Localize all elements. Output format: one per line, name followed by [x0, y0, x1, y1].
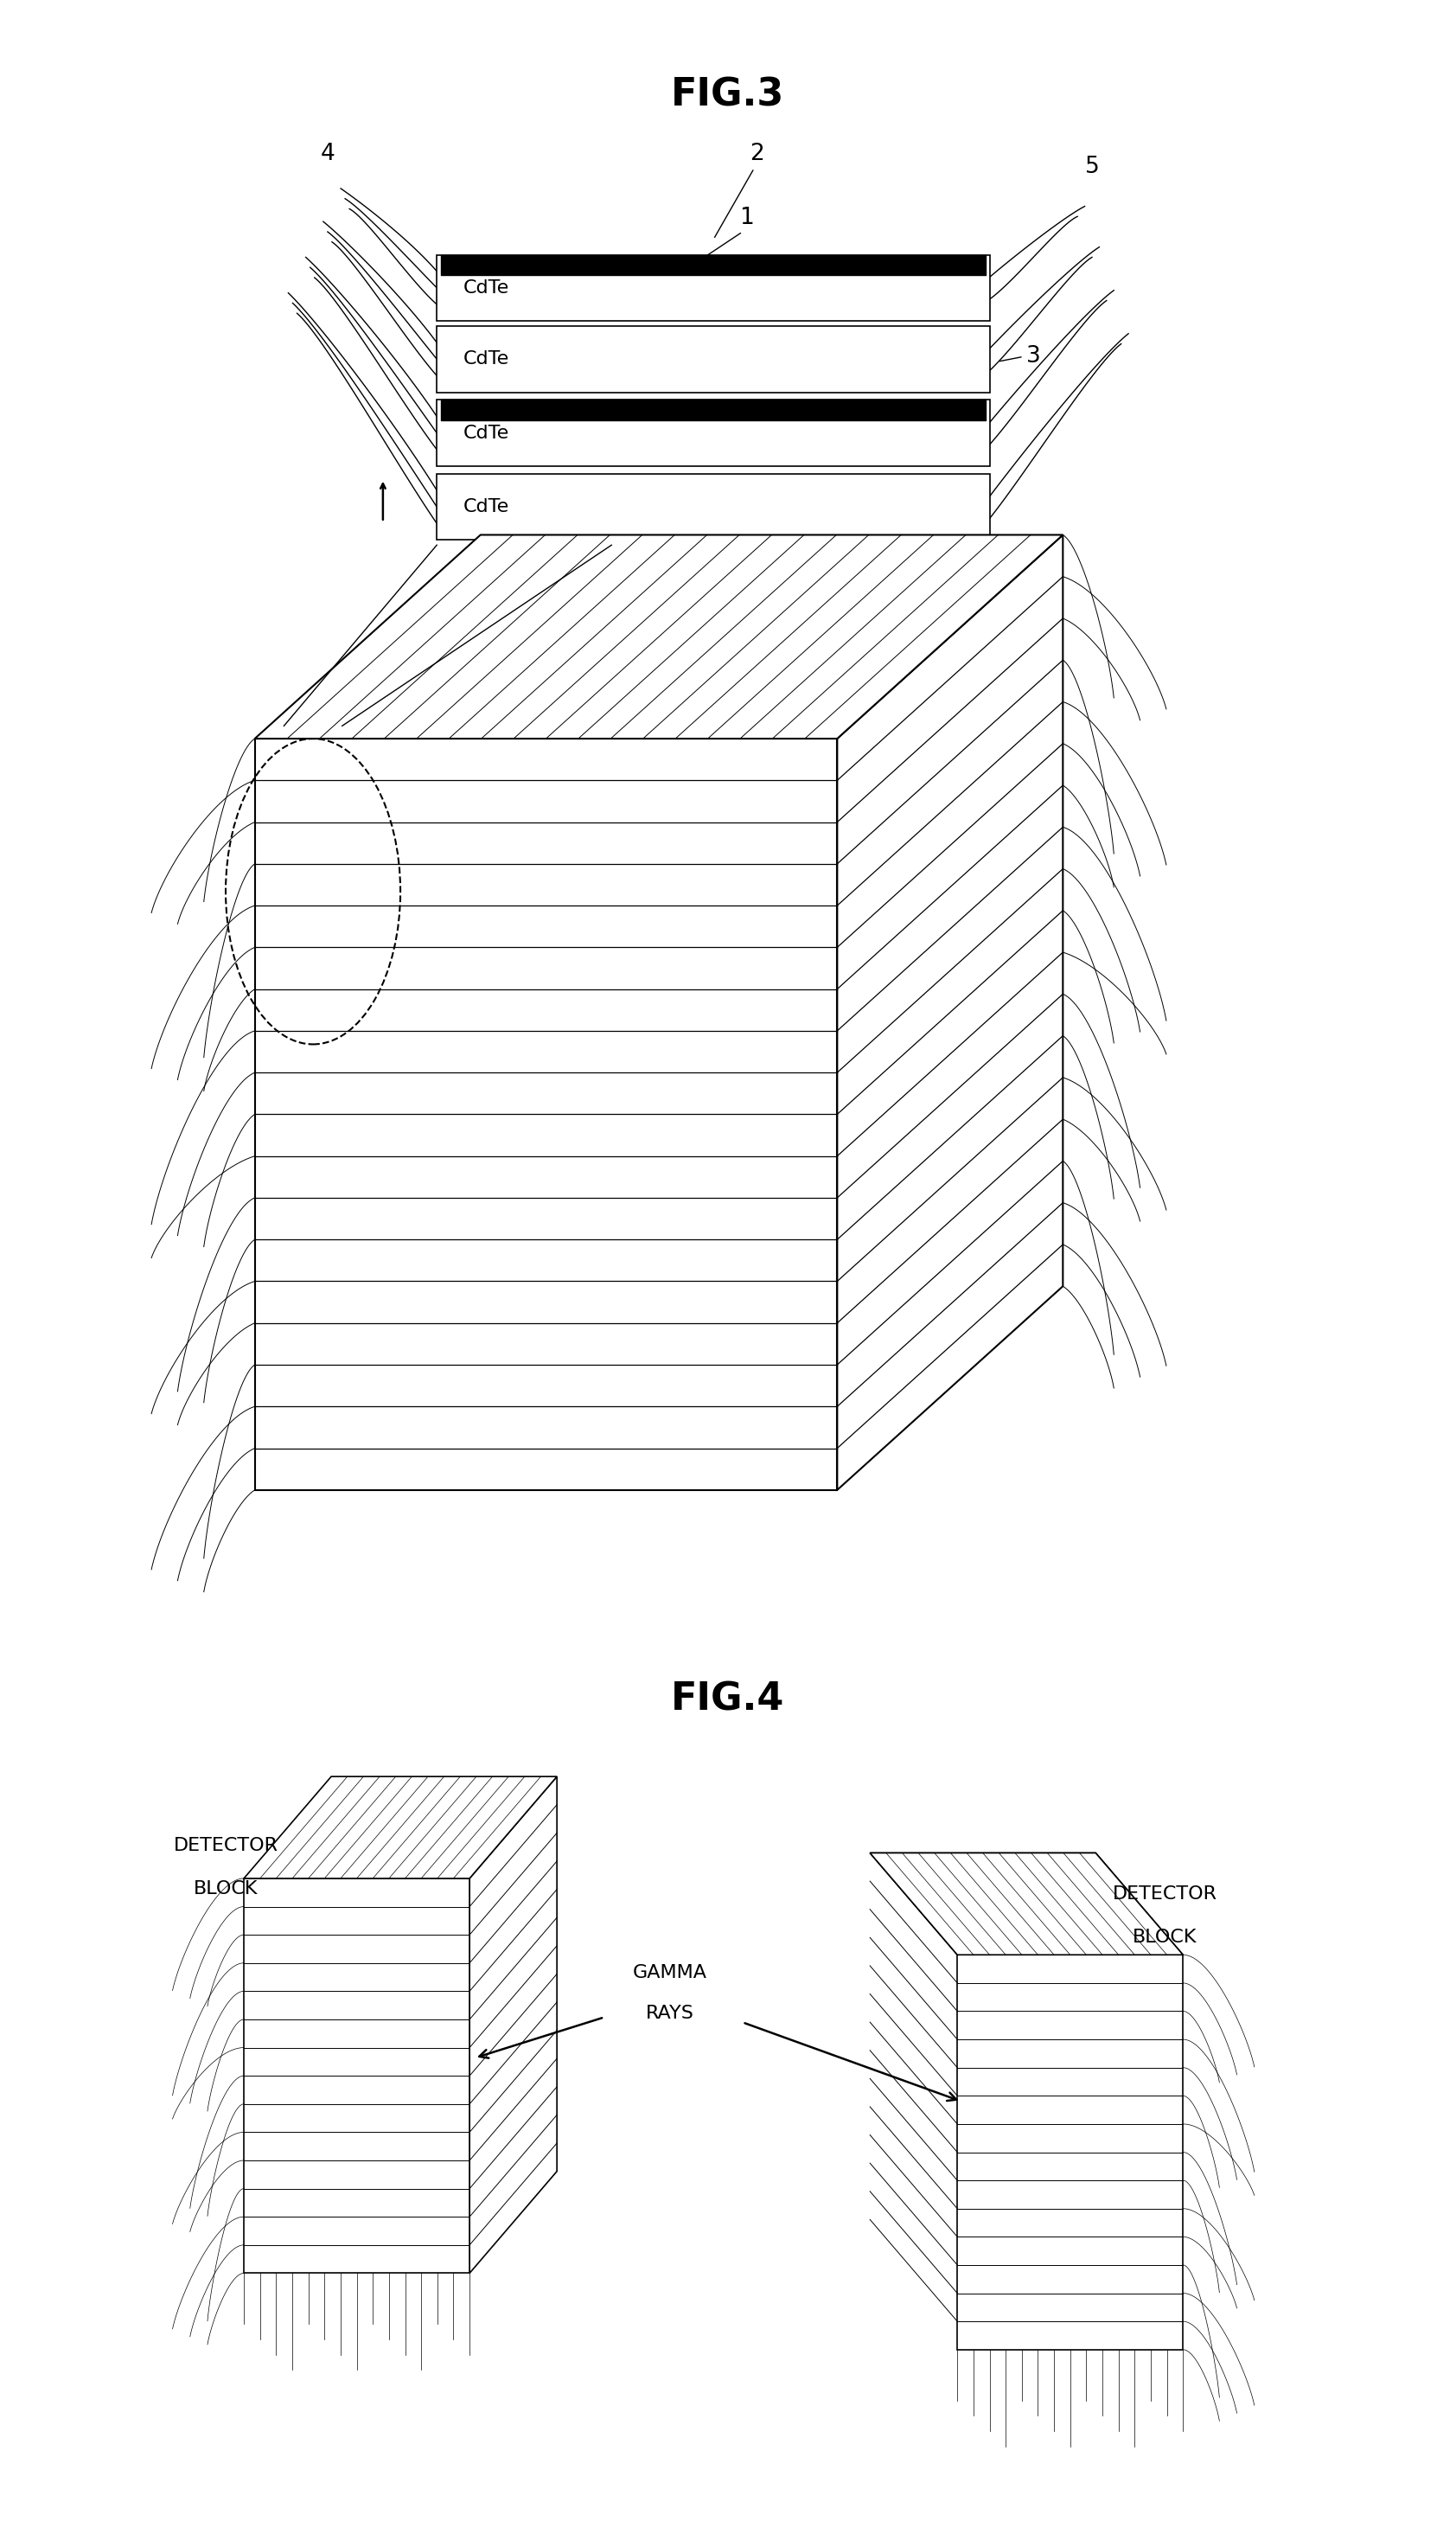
Text: RAYS: RAYS — [645, 2004, 695, 2022]
Polygon shape — [245, 1778, 556, 1880]
Text: 3: 3 — [1026, 346, 1041, 367]
Polygon shape — [437, 255, 990, 321]
Text: CdTe: CdTe — [463, 425, 510, 441]
Polygon shape — [437, 326, 990, 392]
Text: 2: 2 — [750, 143, 764, 166]
Polygon shape — [437, 400, 990, 466]
Polygon shape — [437, 474, 990, 540]
Polygon shape — [469, 1778, 556, 2272]
Text: FIG.3: FIG.3 — [671, 76, 785, 115]
Text: CdTe: CdTe — [463, 351, 510, 367]
Text: CdTe: CdTe — [463, 280, 510, 295]
Text: BLOCK: BLOCK — [194, 1880, 258, 1898]
Polygon shape — [869, 1854, 1182, 1956]
Polygon shape — [958, 1956, 1182, 2348]
Text: GAMMA: GAMMA — [632, 1964, 708, 1982]
Polygon shape — [837, 535, 1063, 1490]
Text: BLOCK: BLOCK — [1133, 1928, 1197, 1946]
Text: CdTe: CdTe — [463, 499, 510, 514]
Polygon shape — [255, 739, 837, 1490]
Text: 5: 5 — [1085, 155, 1099, 178]
Text: 1: 1 — [740, 206, 754, 229]
Text: FIG.4: FIG.4 — [671, 1681, 785, 1719]
Polygon shape — [245, 1880, 469, 2272]
Text: DETECTOR: DETECTOR — [173, 1836, 278, 1854]
Text: 4: 4 — [320, 143, 335, 166]
Polygon shape — [255, 535, 1063, 739]
Polygon shape — [869, 1854, 1182, 1956]
Text: DETECTOR: DETECTOR — [1112, 1885, 1217, 1903]
